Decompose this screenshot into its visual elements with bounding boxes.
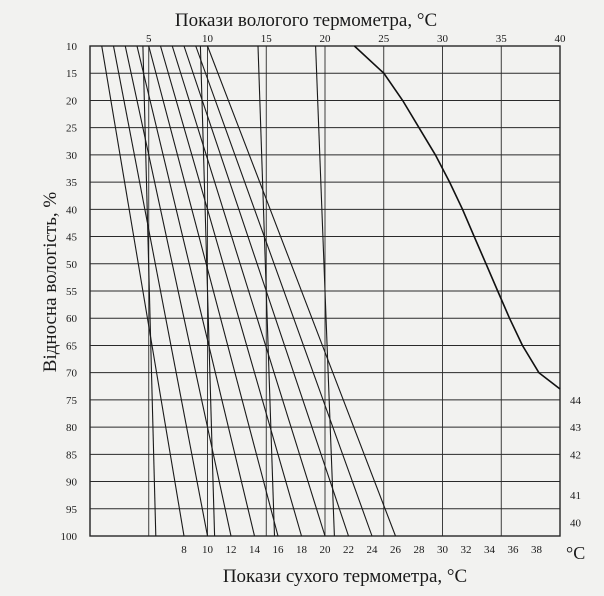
dry-tick-30: 30 (437, 544, 449, 556)
dry-tick-24: 24 (367, 544, 379, 556)
wet-tick-40: 40 (555, 33, 567, 45)
wet-temperature-lines (142, 45, 335, 537)
dry-tick-10: 10 (202, 544, 214, 556)
dry-tick-32: 32 (461, 544, 472, 556)
right-tick-41: 41 (570, 490, 581, 502)
wet-curve-20 (315, 45, 335, 537)
humidity-tick-45: 45 (66, 232, 78, 244)
humidity-tick-75: 75 (66, 395, 78, 407)
dry-tick-28: 28 (414, 544, 426, 556)
dry-tick-36: 36 (508, 544, 520, 556)
wet-curve-15 (257, 45, 276, 537)
saturation-boundary (353, 45, 561, 390)
bottom-axis-title: Покази сухого термометра, °C (223, 566, 467, 587)
top-axis-title: Покази вологого термометра, °C (175, 10, 437, 31)
humidity-tick-10: 10 (66, 41, 78, 53)
wet-tick-5: 5 (146, 33, 152, 45)
dry-tick-8: 8 (181, 544, 187, 556)
humidity-tick-80: 80 (66, 422, 78, 434)
dry-unit-label: °C (566, 543, 585, 563)
dry-line-7 (171, 45, 326, 537)
humidity-tick-100: 100 (61, 531, 78, 543)
dry-tick-18: 18 (296, 544, 308, 556)
dry-tick-20: 20 (320, 544, 332, 556)
boundary-curve (353, 45, 561, 390)
humidity-tick-55: 55 (66, 286, 78, 298)
tick-labels: 10 15 20 25 30 35 40 45 50 55 60 65 70 75 80 85 90 95 100 5… (61, 33, 582, 556)
right-tick-44: 44 (570, 395, 582, 407)
dry-tick-38: 38 (531, 544, 543, 556)
wet-tick-30: 30 (437, 33, 449, 45)
humidity-tick-20: 20 (66, 95, 78, 107)
humidity-tick-85: 85 (66, 449, 78, 461)
dry-line-2 (112, 45, 209, 537)
dry-tick-34: 34 (484, 544, 496, 556)
humidity-tick-30: 30 (66, 150, 78, 162)
wet-curve-5 (142, 45, 157, 537)
humidity-tick-90: 90 (66, 477, 78, 489)
humidity-tick-40: 40 (66, 204, 78, 216)
dry-tick-26: 26 (390, 544, 402, 556)
right-tick-43: 43 (570, 422, 582, 434)
dry-line-1 (101, 45, 185, 537)
humidity-tick-15: 15 (66, 68, 78, 80)
y-axis-title: Відносна вологість, % (40, 192, 61, 373)
wet-curve-10 (199, 45, 216, 537)
humidity-tick-60: 60 (66, 313, 78, 325)
humidity-tick-70: 70 (66, 368, 78, 380)
dry-tick-12: 12 (226, 544, 237, 556)
wet-tick-35: 35 (496, 33, 508, 45)
wet-tick-20: 20 (320, 33, 332, 45)
wet-tick-10: 10 (202, 33, 214, 45)
dry-line-5 (148, 45, 279, 537)
right-tick-40: 40 (570, 517, 582, 529)
dry-line-10 (206, 45, 397, 537)
dry-line-6 (159, 45, 303, 537)
dry-line-4 (136, 45, 256, 537)
humidity-tick-65: 65 (66, 340, 78, 352)
dry-temperature-lines (101, 45, 397, 537)
dry-line-3 (124, 45, 232, 537)
humidity-tick-25: 25 (66, 123, 78, 135)
dry-line-9 (195, 45, 373, 537)
dry-tick-14: 14 (249, 544, 261, 556)
humidity-tick-95: 95 (66, 504, 78, 516)
wet-tick-15: 15 (261, 33, 273, 45)
wet-tick-25: 25 (378, 33, 390, 45)
dry-tick-22: 22 (343, 544, 354, 556)
right-tick-42: 42 (570, 449, 581, 461)
humidity-tick-35: 35 (66, 177, 78, 189)
dry-tick-16: 16 (273, 544, 285, 556)
humidity-tick-50: 50 (66, 259, 78, 271)
